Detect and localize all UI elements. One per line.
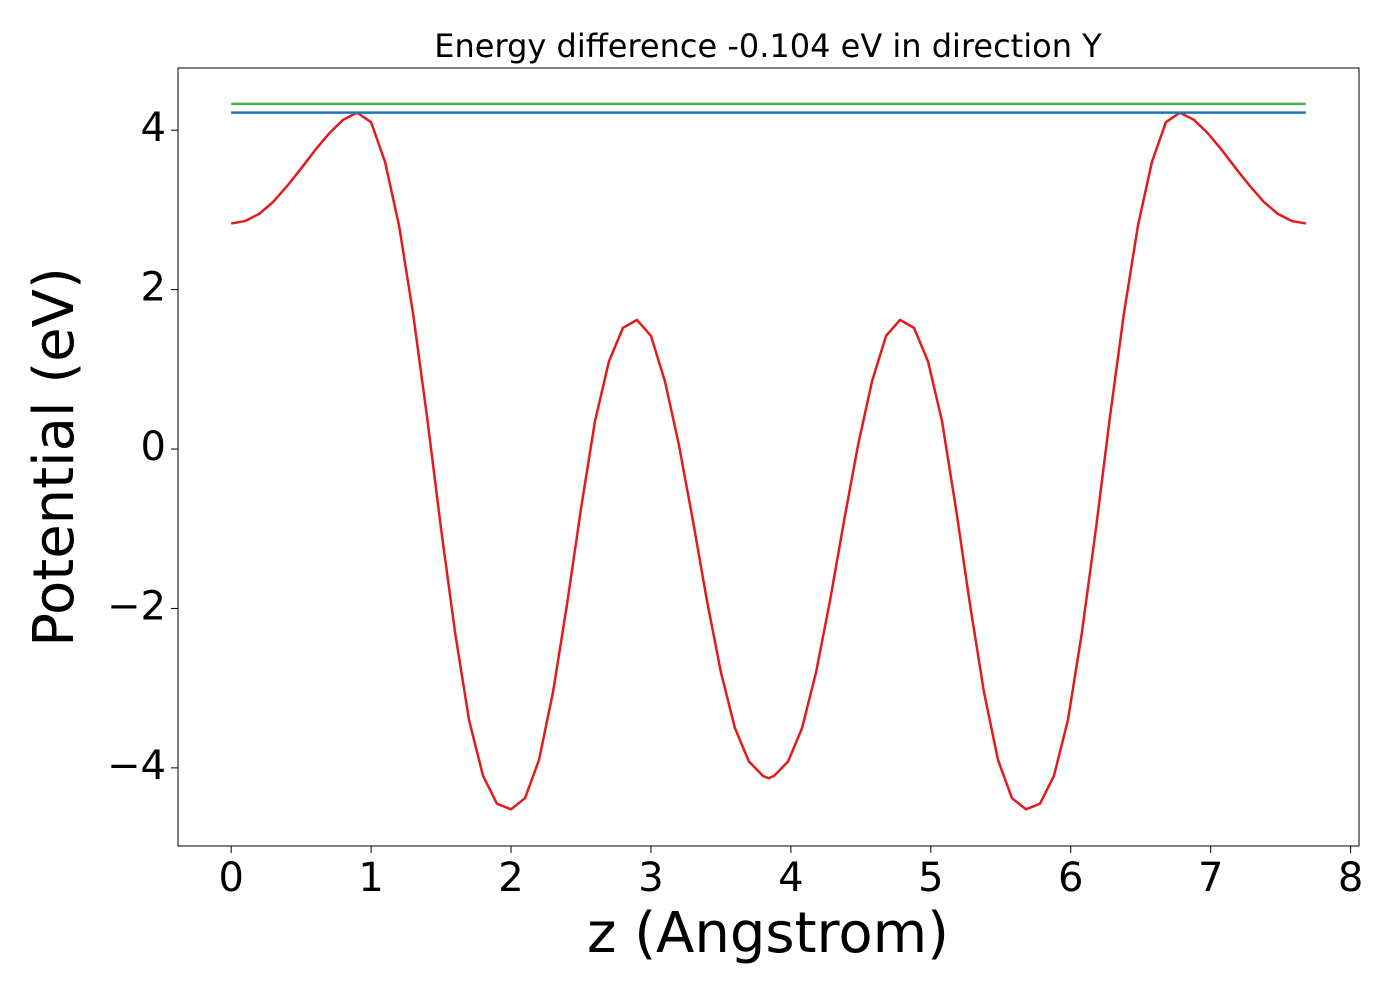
x-tick-label: 1 xyxy=(358,855,383,901)
data-line xyxy=(230,111,1307,811)
chart-title: Energy difference -0.104 eV in direction… xyxy=(434,27,1102,65)
y-tick-label: −4 xyxy=(107,743,166,789)
x-tick-label: 5 xyxy=(918,855,943,901)
x-tick-label: 6 xyxy=(1058,855,1083,901)
y-tick-label: −2 xyxy=(107,583,166,629)
x-tick-label: 8 xyxy=(1338,855,1363,901)
x-tick-label: 2 xyxy=(498,855,523,901)
x-tick-label: 4 xyxy=(778,855,803,901)
y-axis-label: Potential (eV) xyxy=(22,267,87,647)
x-tick-label: 3 xyxy=(638,855,663,901)
y-tick-label: 2 xyxy=(141,265,166,311)
x-tick-label: 0 xyxy=(218,855,243,901)
y-tick-label: 4 xyxy=(141,105,166,151)
x-axis-label: z (Angstrom) xyxy=(587,901,949,966)
x-tick-label: 7 xyxy=(1198,855,1223,901)
plot-frame xyxy=(177,67,1360,847)
y-tick-label: 0 xyxy=(141,424,166,470)
